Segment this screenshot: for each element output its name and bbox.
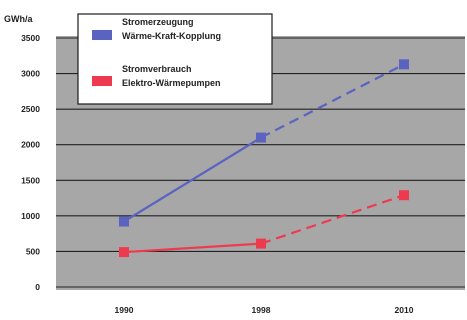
legend-label: Stromerzeugung — [122, 17, 194, 27]
y-tick-label: 3000 — [21, 69, 40, 79]
data-point — [256, 239, 266, 249]
legend-swatch — [92, 30, 112, 40]
y-tick-label: 1500 — [21, 175, 40, 185]
legend-box — [78, 14, 272, 104]
x-tick-label: 2010 — [395, 305, 414, 315]
y-tick-label: 0 — [35, 282, 40, 292]
legend-label: Elektro-Wärmepumpen — [122, 78, 221, 88]
x-tick-label: 1998 — [252, 305, 271, 315]
data-point — [119, 217, 129, 227]
legend-label: Stromverbrauch — [122, 64, 192, 74]
legend-label: Wärme-Kraft-Kopplung — [122, 31, 221, 41]
data-point — [399, 190, 409, 200]
legend-swatch — [92, 76, 112, 86]
y-axis-unit: GWh/a — [4, 14, 33, 24]
data-point — [119, 247, 129, 257]
legend: Stromerzeugung Wärme-Kraft-Kopplung Stromv… — [78, 14, 272, 104]
y-tick-label: 3500 — [21, 33, 40, 43]
y-tick-label: 2500 — [21, 104, 40, 114]
y-tick-label: 1000 — [21, 211, 40, 221]
data-point — [399, 59, 409, 69]
x-tick-label: 1990 — [115, 305, 134, 315]
data-point — [256, 133, 266, 143]
y-tick-label: 2000 — [21, 140, 40, 150]
y-tick-label: 500 — [26, 246, 40, 256]
